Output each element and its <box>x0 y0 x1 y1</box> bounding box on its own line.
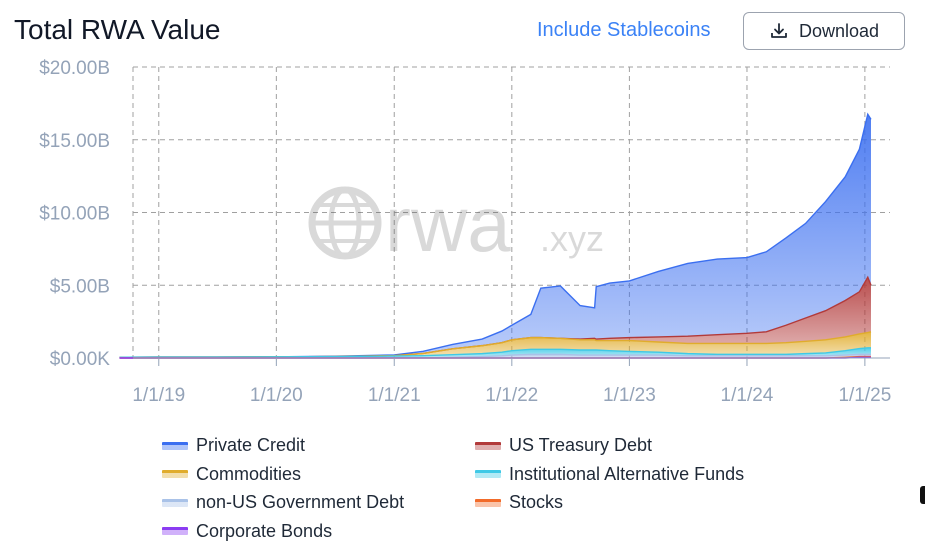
download-icon <box>771 23 787 38</box>
legend-swatch <box>475 470 501 478</box>
y-tick-label: $15.00B <box>39 131 110 152</box>
legend-item-institutional[interactable]: Institutional Alternative Funds <box>475 464 744 485</box>
x-tick-label: 1/1/25 <box>838 385 891 406</box>
y-tick-label: $5.00B <box>50 276 110 297</box>
legend-label: US Treasury Debt <box>509 435 653 455</box>
legend-label: non-US Government Debt <box>196 492 405 512</box>
x-tick-label: 1/1/21 <box>368 385 421 406</box>
legend-label: Private Credit <box>196 435 306 455</box>
legend-swatch <box>162 498 188 507</box>
legend-swatch <box>162 470 188 478</box>
legend-item-us-treasury[interactable]: US Treasury Debt <box>475 435 652 456</box>
legend-item-non-us-gov[interactable]: non-US Government Debt <box>162 492 404 513</box>
watermark-suffix: .xyz <box>540 218 604 259</box>
area-chart: rwa .xyz $0.00K $5.00B $10.00B $15.00B $20.0… <box>39 58 891 406</box>
legend-swatch <box>162 441 188 450</box>
watermark: rwa .xyz <box>308 180 604 268</box>
y-tick-label: $10.00B <box>39 204 110 225</box>
x-tick-label: 1/1/23 <box>603 385 656 406</box>
legend-label: Institutional Alternative Funds <box>509 463 745 484</box>
legend-item-commodities[interactable]: Commodities <box>162 464 301 485</box>
legend-item-private-credit[interactable]: Private Credit <box>162 435 305 456</box>
globe-icon <box>308 186 382 260</box>
legend-label: Commodities <box>196 463 302 484</box>
series-area-private-credit <box>119 114 871 358</box>
chart-grid <box>132 66 890 359</box>
chart-title: Total RWA Value <box>14 14 221 45</box>
x-tick-label: 1/1/20 <box>250 385 303 406</box>
x-tick-label: 1/1/19 <box>132 385 185 406</box>
series-line-private-credit <box>119 112 872 358</box>
y-axis: $0.00K $5.00B $10.00B $15.00B $20.00B <box>39 58 110 370</box>
y-tick-label: $0.00K <box>50 349 111 370</box>
edge-handle <box>920 486 925 504</box>
download-button[interactable]: Download <box>743 12 905 50</box>
series-line-institutional <box>119 347 871 358</box>
series-area-us-treasury <box>119 277 871 358</box>
x-tick-label: 1/1/22 <box>485 385 538 406</box>
legend-label: Stocks <box>509 492 564 512</box>
x-tick-label: 1/1/24 <box>721 385 774 406</box>
legend-swatch <box>475 441 501 450</box>
download-label: Download <box>798 20 880 41</box>
x-axis: 1/1/19 1/1/20 1/1/21 1/1/22 1/1/23 1/1/24 1/1/… <box>132 357 891 406</box>
legend-swatch <box>162 527 188 535</box>
y-tick-label: $20.00B <box>39 58 110 79</box>
legend-label: Corporate Bonds <box>196 520 333 541</box>
watermark-text: rwa <box>385 180 511 268</box>
series-area-commodities <box>119 331 871 358</box>
include-stablecoins-link[interactable]: Include Stablecoins <box>537 19 711 41</box>
legend-item-stocks[interactable]: Stocks <box>475 492 563 513</box>
legend-swatch <box>475 498 501 507</box>
legend-item-corporate-bonds[interactable]: Corporate Bonds <box>162 521 332 542</box>
